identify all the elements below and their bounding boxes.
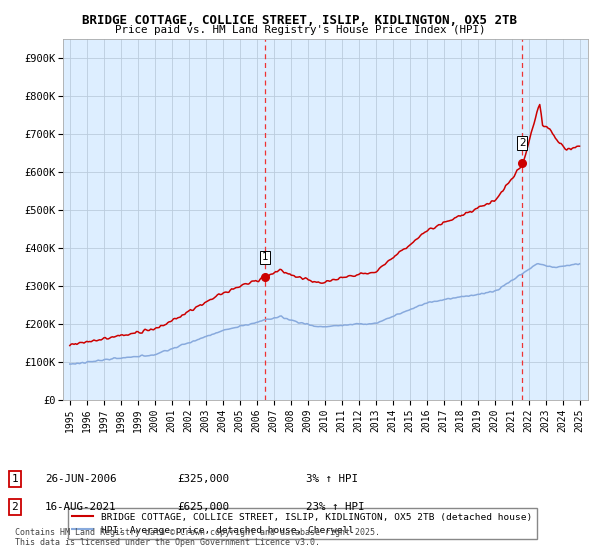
Text: 26-JUN-2006: 26-JUN-2006 [45, 474, 116, 484]
Text: Price paid vs. HM Land Registry's House Price Index (HPI): Price paid vs. HM Land Registry's House … [115, 25, 485, 35]
Legend: BRIDGE COTTAGE, COLLICE STREET, ISLIP, KIDLINGTON, OX5 2TB (detached house), HPI: BRIDGE COTTAGE, COLLICE STREET, ISLIP, K… [68, 508, 537, 539]
Text: 3% ↑ HPI: 3% ↑ HPI [306, 474, 358, 484]
Text: £625,000: £625,000 [177, 502, 229, 512]
Text: 1: 1 [262, 253, 268, 263]
Text: Contains HM Land Registry data © Crown copyright and database right 2025.
This d: Contains HM Land Registry data © Crown c… [15, 528, 380, 547]
Text: 1: 1 [11, 474, 19, 484]
Text: BRIDGE COTTAGE, COLLICE STREET, ISLIP, KIDLINGTON, OX5 2TB: BRIDGE COTTAGE, COLLICE STREET, ISLIP, K… [83, 14, 517, 27]
Text: £325,000: £325,000 [177, 474, 229, 484]
Text: 2: 2 [519, 138, 526, 148]
Text: 16-AUG-2021: 16-AUG-2021 [45, 502, 116, 512]
Text: 23% ↑ HPI: 23% ↑ HPI [306, 502, 365, 512]
Text: 2: 2 [11, 502, 19, 512]
